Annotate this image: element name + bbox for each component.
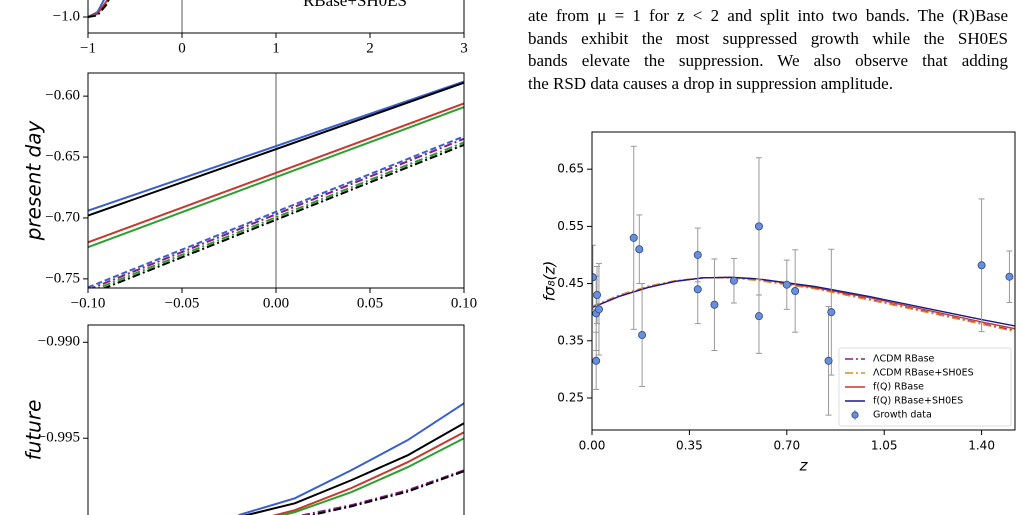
plot-area (592, 145, 1015, 416)
plot-area (238, 402, 464, 515)
data-point (638, 331, 647, 340)
data-point (729, 276, 738, 285)
series-line (592, 277, 1015, 333)
series-line (271, 431, 464, 515)
x-tick-label: 0 (178, 40, 186, 56)
x-tick-label: 3 (460, 40, 468, 56)
x-tick-label: −1 (80, 40, 96, 56)
x-tick-label: 0.00 (263, 295, 289, 311)
y-tick-label: 0.55 (557, 219, 584, 233)
legend-label: f(Q) RBase (873, 382, 924, 393)
legend-label: ΛCDM RBase+SH0ES (873, 368, 974, 379)
series-line (88, 135, 464, 288)
y-tick-label: 0.35 (557, 333, 584, 347)
y-tick-label: −0.995 (38, 430, 80, 446)
chart: −1 0 1 2 3 −1.0 RBase+SH0ES (53, 0, 468, 56)
series-line (88, 106, 464, 249)
y-tick-label: 0.45 (557, 276, 584, 290)
y-tick-label: −0.75 (45, 270, 80, 286)
series-line (242, 422, 464, 515)
legend-label: Growth data (873, 410, 932, 421)
x-tick-label: 0.35 (676, 439, 703, 453)
data-point (977, 261, 986, 270)
x-tick-label: 1.05 (871, 439, 898, 453)
x-tick-label: 0.70 (773, 439, 800, 453)
text-line: bands elevate the suppression. We also o… (528, 51, 1008, 71)
legend-label: ΛCDM RBase (873, 354, 935, 365)
x-tick-label: 0.10 (451, 295, 477, 311)
x-tick-label: 1.40 (968, 439, 995, 453)
data-point (782, 280, 791, 289)
data-point (629, 233, 638, 242)
series-line (299, 469, 464, 515)
data-point (635, 245, 644, 254)
series-line (88, 0, 110, 18)
series-line (102, 143, 464, 288)
text-line: the RSD data causes a drop in suppressio… (528, 74, 893, 94)
x-tick-label: −0.05 (165, 295, 200, 311)
frame (87, 72, 465, 289)
x-axis-label: z (799, 457, 809, 475)
series-line (95, 141, 464, 288)
frame (87, 0, 465, 34)
data-point (754, 312, 763, 321)
frame (87, 324, 465, 515)
series-line (307, 470, 464, 515)
frame (591, 131, 1016, 431)
series-line (89, 137, 464, 288)
text-line: bands exhibit the most suppressed growth… (528, 28, 1008, 48)
plot-area (88, 0, 183, 33)
legend-swatch (851, 411, 859, 419)
plot-area (88, 73, 464, 288)
x-tick-label: −0.10 (71, 295, 106, 311)
y-tick-label: −0.65 (45, 148, 80, 164)
data-point (592, 273, 597, 282)
series-line (88, 102, 464, 244)
annotation: RBase+SH0ES (303, 0, 407, 10)
x-tick-label: 2 (366, 40, 374, 56)
y-tick-label: −0.990 (38, 334, 80, 350)
series-line (88, 81, 464, 217)
series-line (238, 402, 464, 515)
series-line (279, 437, 464, 515)
y-axis-label: present day (22, 120, 46, 242)
x-tick-label: 0.05 (357, 295, 383, 311)
data-point (593, 291, 602, 300)
y-axis-label: fσ₈(z) (541, 261, 559, 301)
y-tick-label: 0.65 (557, 162, 584, 176)
x-tick-label: 0.00 (579, 439, 606, 453)
data-point (791, 287, 800, 296)
y-tick-label: −0.60 (45, 88, 80, 104)
legend-box (838, 347, 1012, 427)
data-point (754, 222, 763, 231)
y-tick-label: 0.25 (557, 390, 584, 404)
y-tick-label: −1.0 (53, 8, 80, 24)
data-point (592, 356, 601, 365)
x-tick-label: 1 (272, 40, 280, 56)
chart: −0.10 −0.05 0.00 0.05 0.10 −0.60 −0.65 −0.70 −0.… (22, 72, 477, 311)
y-tick-label: −0.70 (45, 209, 80, 225)
data-point (1005, 272, 1014, 281)
series-line (592, 276, 1015, 327)
data-point (693, 285, 702, 294)
series-line (88, 80, 464, 212)
text-line: ate from μ = 1 for z < 2 and split into … (528, 6, 1008, 25)
legend-label: f(Q) RBase+SH0ES (873, 396, 963, 407)
data-point (827, 308, 836, 317)
paragraph: ate from μ = 1 for z < 2 and split into … (528, 5, 1008, 96)
y-axis-label: future (22, 400, 46, 461)
data-point (594, 305, 603, 314)
data-point (710, 300, 719, 309)
chart: 0.00 0.35 0.70 1.05 1.40 0.65 0.55 0.45 0.35 0.25… (541, 131, 1016, 475)
data-point (693, 250, 702, 259)
data-point (824, 356, 833, 365)
